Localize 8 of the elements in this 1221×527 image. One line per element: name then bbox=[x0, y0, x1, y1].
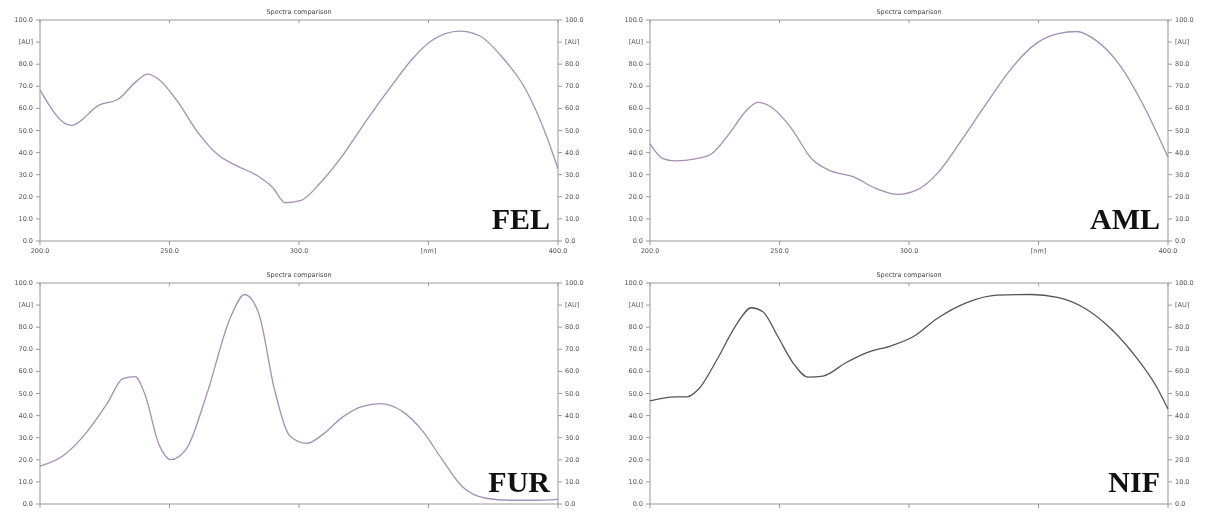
annotation: AML bbox=[1090, 202, 1160, 235]
line-series bbox=[39, 30, 559, 204]
line-series bbox=[39, 293, 559, 501]
annotation: NIF bbox=[1108, 465, 1160, 498]
line-series bbox=[649, 30, 1169, 196]
annotation: FEL bbox=[491, 202, 550, 235]
line-series bbox=[649, 293, 1169, 410]
annotation: FUR bbox=[488, 465, 551, 498]
